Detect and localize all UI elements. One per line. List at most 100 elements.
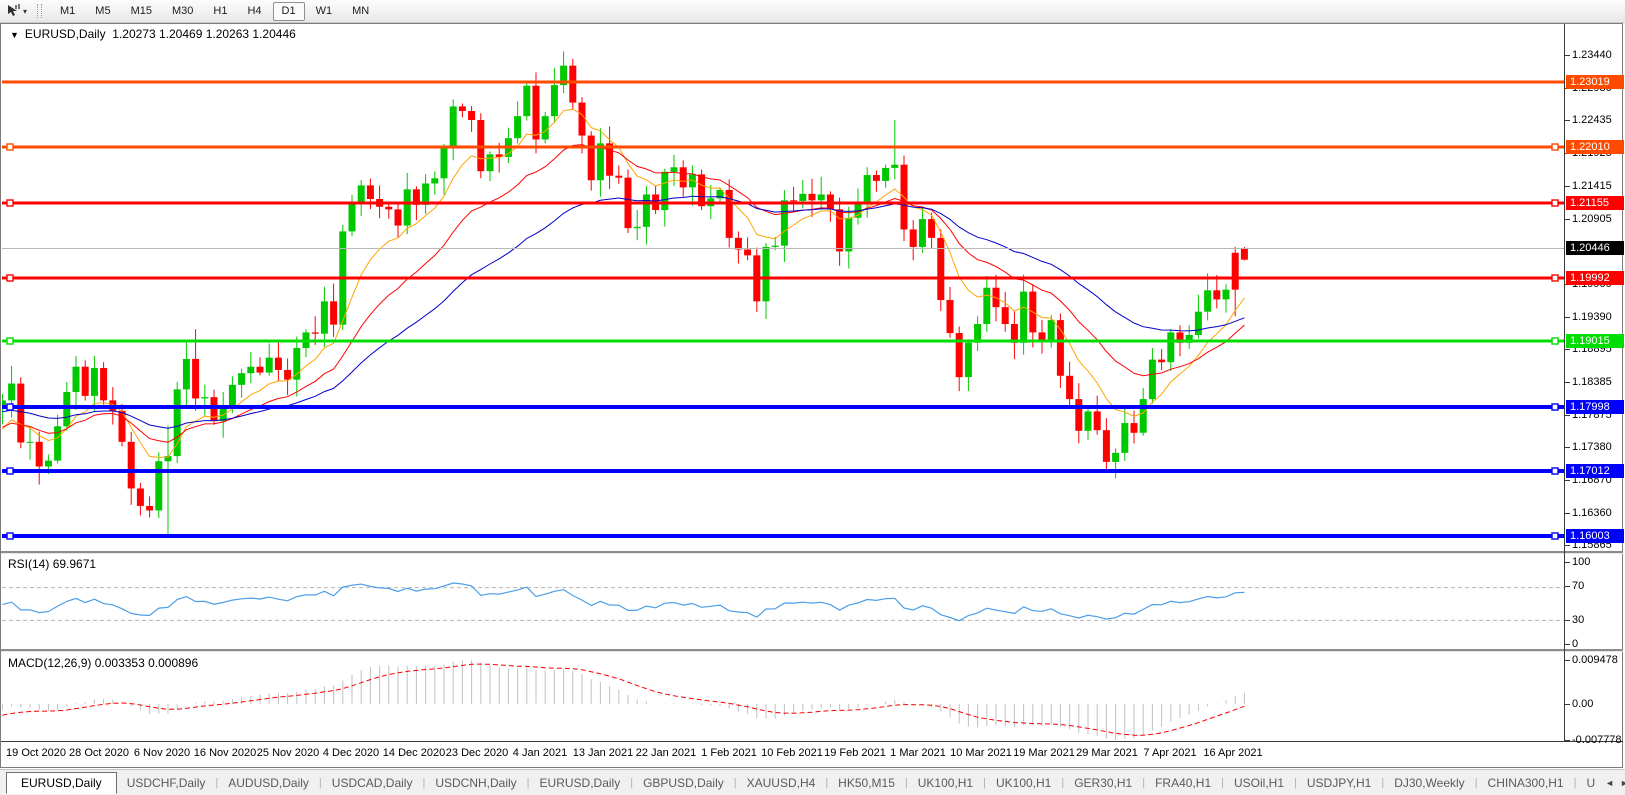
crosshair-tool-icon[interactable] bbox=[4, 3, 22, 19]
rsi-axis-label: 30 bbox=[1564, 614, 1585, 626]
timeframe-button-m5[interactable]: M5 bbox=[95, 4, 111, 17]
rsi-panel-label: RSI(14) 69.9671 bbox=[8, 557, 96, 571]
macd-axis-label: 0.00 bbox=[1564, 698, 1594, 710]
date-axis-label: 29 Mar 2021 bbox=[1076, 747, 1138, 759]
date-axis-label: 16 Nov 2020 bbox=[193, 747, 257, 759]
rsi-axis-label: 0 bbox=[1564, 638, 1579, 650]
macd-panel-label: MACD(12,26,9) 0.003353 0.000896 bbox=[8, 656, 198, 670]
tab-divider: | bbox=[733, 777, 737, 789]
current-price-badge: 1.20446 bbox=[1566, 241, 1624, 255]
macd-axis-label: 0.009478 bbox=[1565, 654, 1618, 666]
timeframe-button-mn[interactable]: MN bbox=[352, 4, 370, 17]
price-axis-tick: 1.16360 bbox=[1565, 507, 1612, 519]
date-axis-label: 16 Apr 2021 bbox=[1203, 747, 1263, 759]
date-axis-label: 19 Mar 2021 bbox=[1013, 747, 1075, 759]
timeframe-button-m30[interactable]: M30 bbox=[171, 4, 194, 17]
price-line-badge[interactable]: 1.16003 bbox=[1566, 529, 1624, 543]
candles-layer bbox=[2, 51, 1248, 535]
timeframe-button-h4[interactable]: H4 bbox=[247, 4, 262, 17]
macd-indicator-panel[interactable] bbox=[2, 652, 1564, 741]
rsi-current-value: 69.9671 bbox=[52, 557, 97, 571]
tab-divider: | bbox=[526, 777, 530, 789]
chart-tab-17[interactable]: U bbox=[1586, 776, 1596, 790]
rsi-axis-label: 100 bbox=[1564, 556, 1591, 568]
price-axis-tick: 1.19390 bbox=[1565, 311, 1612, 323]
price-line-badge[interactable]: 1.23019 bbox=[1566, 75, 1624, 89]
main-price-chart[interactable] bbox=[2, 24, 1564, 551]
date-axis-label: 14 Dec 2020 bbox=[382, 747, 446, 759]
panel-separator[interactable] bbox=[1, 551, 1623, 554]
price-line-badge[interactable]: 1.22010 bbox=[1566, 140, 1624, 154]
chart-tab-7[interactable]: XAUUSD,H4 bbox=[746, 776, 816, 790]
chart-tab-8[interactable]: HK50,M15 bbox=[838, 776, 895, 790]
panel-separator[interactable] bbox=[1, 649, 1623, 652]
price-axis-tick: 1.17380 bbox=[1565, 441, 1612, 453]
moving-average-fast bbox=[2, 108, 1245, 458]
chart-tab-3[interactable]: USDCAD,Daily bbox=[331, 776, 413, 790]
chart-tab-14[interactable]: USDJPY,H1 bbox=[1306, 776, 1372, 790]
crosshair-tool-glyph bbox=[8, 4, 20, 16]
date-axis-line bbox=[1, 741, 1623, 742]
timeframe-button-m15[interactable]: M15 bbox=[130, 4, 152, 17]
date-axis-label: 4 Dec 2020 bbox=[322, 747, 380, 759]
date-axis-label: 23 Dec 2020 bbox=[445, 747, 509, 759]
date-axis-label: 19 Oct 2020 bbox=[6, 747, 66, 759]
chart-tab-12[interactable]: FRA40,H1 bbox=[1155, 776, 1212, 790]
tab-divider: | bbox=[1294, 777, 1297, 789]
chart-tab-4[interactable]: USDCNH,Daily bbox=[435, 776, 517, 790]
price-axis-tick: 1.21415 bbox=[1565, 180, 1612, 192]
chart-tab-13[interactable]: USOil,H1 bbox=[1233, 776, 1284, 790]
timeframe-button-m1[interactable]: M1 bbox=[60, 4, 76, 17]
price-axis-line bbox=[1564, 24, 1565, 742]
macd-histogram bbox=[2, 660, 1245, 740]
moving-average-mid bbox=[2, 144, 1245, 443]
tab-divider: | bbox=[318, 777, 322, 789]
price-axis-tick: 1.22435 bbox=[1565, 114, 1612, 126]
timeframe-button-w1[interactable]: W1 bbox=[315, 4, 333, 17]
tab-divider: | bbox=[825, 777, 829, 789]
tab-divider: | bbox=[422, 777, 426, 789]
date-axis-label: 13 Jan 2021 bbox=[572, 747, 634, 759]
timeframe-button-d1[interactable]: D1 bbox=[272, 1, 305, 21]
date-axis-label: 25 Nov 2020 bbox=[256, 747, 320, 759]
chart-info-line: ▼ EURUSD,Daily 1.20273 1.20469 1.20263 1.… bbox=[10, 27, 296, 41]
date-axis-label: 1 Mar 2021 bbox=[890, 747, 946, 759]
price-line-badge[interactable]: 1.17998 bbox=[1566, 400, 1624, 414]
toolbar: ▾ M1 M5 M15 M30 H1 H4 D1 W1 MN bbox=[0, 0, 1625, 23]
timeframe-button-h1[interactable]: H1 bbox=[213, 4, 228, 17]
chart-tab-6[interactable]: GBPUSD,Daily bbox=[643, 776, 724, 790]
chart-tab-9[interactable]: UK100,H1 bbox=[917, 776, 974, 790]
date-axis-label: 4 Jan 2021 bbox=[512, 747, 568, 759]
rsi-title: RSI(14) bbox=[8, 557, 50, 571]
date-axis-label: 10 Mar 2021 bbox=[950, 747, 1012, 759]
chart-tab-15[interactable]: DJ30,Weekly bbox=[1394, 776, 1465, 790]
price-line-badge[interactable]: 1.19992 bbox=[1566, 271, 1624, 285]
tab-divider: | bbox=[1573, 777, 1577, 789]
price-line-badge[interactable]: 1.19015 bbox=[1566, 334, 1624, 348]
chart-symbol-label: EURUSD,Daily bbox=[24, 27, 106, 41]
macd-current-values: 0.003353 0.000896 bbox=[94, 656, 199, 670]
tab-divider: | bbox=[1142, 777, 1146, 789]
tab-scroll-arrows: ◄► bbox=[1605, 778, 1625, 788]
price-line-badge[interactable]: 1.17012 bbox=[1566, 464, 1624, 478]
tabs-scroll-right-icon[interactable]: ► bbox=[1620, 778, 1625, 788]
date-axis-label: 10 Feb 2021 bbox=[761, 747, 823, 759]
chart-tab-5[interactable]: EURUSD,Daily bbox=[539, 776, 621, 790]
chart-tab-11[interactable]: GER30,H1 bbox=[1074, 776, 1133, 790]
rsi-indicator-panel[interactable] bbox=[2, 554, 1564, 649]
chart-tab-1[interactable]: USDCHF,Daily bbox=[126, 776, 206, 790]
macd-signal-line bbox=[2, 663, 1245, 736]
horizontal-sr-lines[interactable] bbox=[2, 80, 1564, 540]
chart-tab-2[interactable]: AUDUSD,Daily bbox=[228, 776, 309, 790]
chart-collapse-icon[interactable]: ▼ bbox=[10, 30, 19, 40]
chart-tab-bar: EURUSD,Daily USDCHF,Daily | AUDUSD,Daily | US… bbox=[0, 769, 1625, 795]
dropdown-caret-icon[interactable]: ▾ bbox=[23, 6, 28, 16]
price-line-badge[interactable]: 1.21155 bbox=[1566, 196, 1624, 210]
price-axis-tick: 1.18385 bbox=[1565, 376, 1612, 388]
chart-tab-10[interactable]: UK100,H1 bbox=[995, 776, 1052, 790]
macd-axis-label: -0.007778 bbox=[1565, 734, 1622, 746]
tab-divider: | bbox=[1474, 777, 1478, 789]
tabs-scroll-left-icon[interactable]: ◄ bbox=[1605, 778, 1615, 788]
chart-tab-16[interactable]: CHINA300,H1 bbox=[1487, 776, 1564, 790]
chart-tab-0[interactable]: EURUSD,Daily bbox=[6, 772, 117, 794]
